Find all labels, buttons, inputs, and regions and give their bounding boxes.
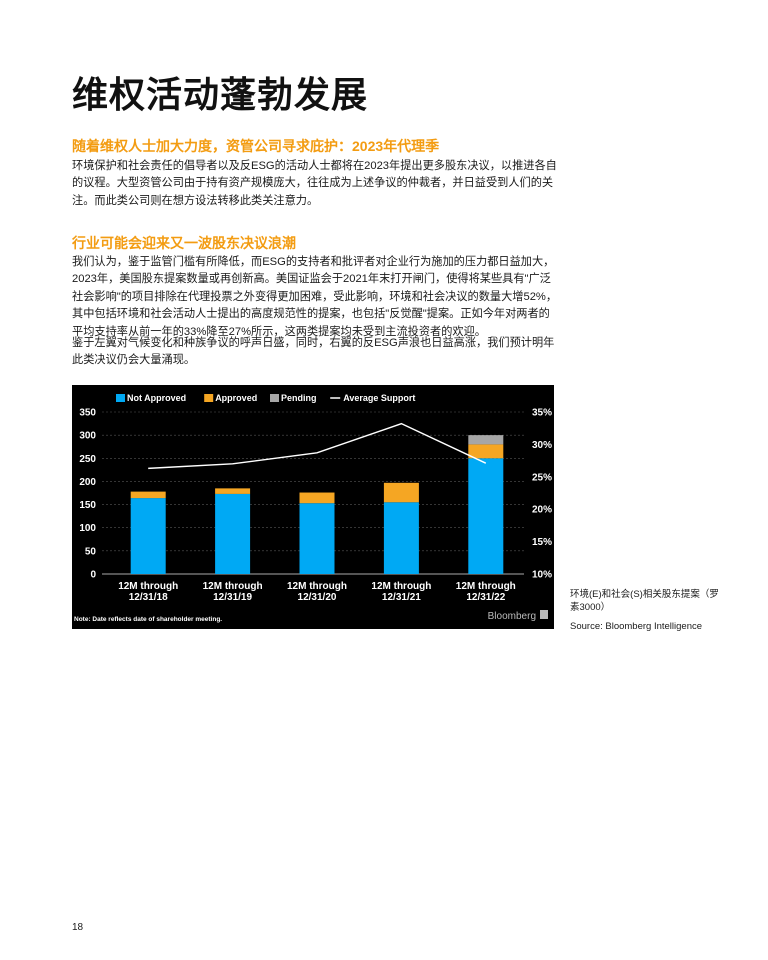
chart: Not Approved Approved Pending Average Suppo… xyxy=(72,385,554,629)
bar-approved xyxy=(468,444,504,459)
x-tick-label: 12M through 12/31/22 xyxy=(456,581,516,603)
legend-swatch-1 xyxy=(204,394,214,402)
legend-swatch-0 xyxy=(116,394,125,402)
x-tick-label: 12M through 12/31/19 xyxy=(203,581,263,603)
y-tick-label: 250 xyxy=(79,454,96,465)
average-support-line xyxy=(148,422,487,470)
y2-tick-label: 30% xyxy=(532,440,552,451)
y-tick-label: 100 xyxy=(79,523,96,534)
bar-not-approved xyxy=(215,493,251,574)
y-tick-label: 50 xyxy=(85,546,97,557)
bar-approved xyxy=(299,492,335,504)
bar-not-approved xyxy=(383,502,419,574)
figure-caption: 环境(E)和社会(S)相关股东提案（罗素3000） xyxy=(570,589,719,613)
section2-paragraph-1: 我们认为，鉴于监管门槛有所降低，而ESG的支持者和批评者对企业行为施加的压力都日… xyxy=(72,256,558,338)
y2-tick-label: 25% xyxy=(532,472,552,483)
bar-approved xyxy=(215,488,251,494)
y-tick-label: 0 xyxy=(90,570,96,581)
y-tick-label: 350 xyxy=(79,408,96,419)
bar-approved xyxy=(383,482,419,503)
bloomberg-logo-icon xyxy=(540,610,548,619)
section1-body: 环境保护和社会责任的倡导者以及反ESG的活动人士都将在2023年提出更多股东决议… xyxy=(72,160,557,207)
legend-label-0: Not Approved xyxy=(127,393,186,403)
figure-source: Source: Bloomberg Intelligence xyxy=(570,621,703,632)
chart-brand: Bloomberg xyxy=(488,611,536,622)
y2-tick-label: 35% xyxy=(532,408,552,419)
legend-label-1: Approved xyxy=(215,393,257,403)
legend-label-line: Average Support xyxy=(343,393,415,403)
chart-note: Note: Date reflects date of shareholder … xyxy=(74,616,222,623)
y2-tick-label: 15% xyxy=(532,537,552,548)
bar-approved xyxy=(130,491,166,499)
legend-swatch-2 xyxy=(270,394,279,402)
page-title: 维权活动蓬勃发展 xyxy=(72,74,369,115)
bar-not-approved xyxy=(299,503,335,574)
page-number: 18 xyxy=(72,922,84,933)
x-tick-label: 12M through 12/31/20 xyxy=(287,581,347,603)
y2-tick-label: 20% xyxy=(532,505,552,516)
y-tick-label: 200 xyxy=(79,477,96,488)
bar-pending xyxy=(468,435,504,445)
x-tick-label: 12M through 12/31/18 xyxy=(118,581,178,603)
y2-tick-label: 10% xyxy=(532,570,552,581)
section1-heading: 随着维权人士加大力度，资管公司寻求庇护：2023年代理季 xyxy=(72,138,440,154)
bar-not-approved xyxy=(130,498,166,574)
section2-heading: 行业可能会迎来又一波股东决议浪潮 xyxy=(72,235,296,251)
section2-paragraph-2: 鉴于左翼对气候变化和种族争议的呼声日盛，同时，右翼的反ESG声浪也日益高涨，我们… xyxy=(72,337,555,367)
y-tick-label: 150 xyxy=(79,500,96,511)
chart-svg: Not Approved Approved Pending Average Suppo… xyxy=(74,393,552,623)
bar-not-approved xyxy=(468,458,504,574)
x-tick-label: 12M through 12/31/21 xyxy=(371,581,431,603)
legend-label-2: Pending xyxy=(281,393,317,403)
y-tick-label: 300 xyxy=(79,431,96,442)
